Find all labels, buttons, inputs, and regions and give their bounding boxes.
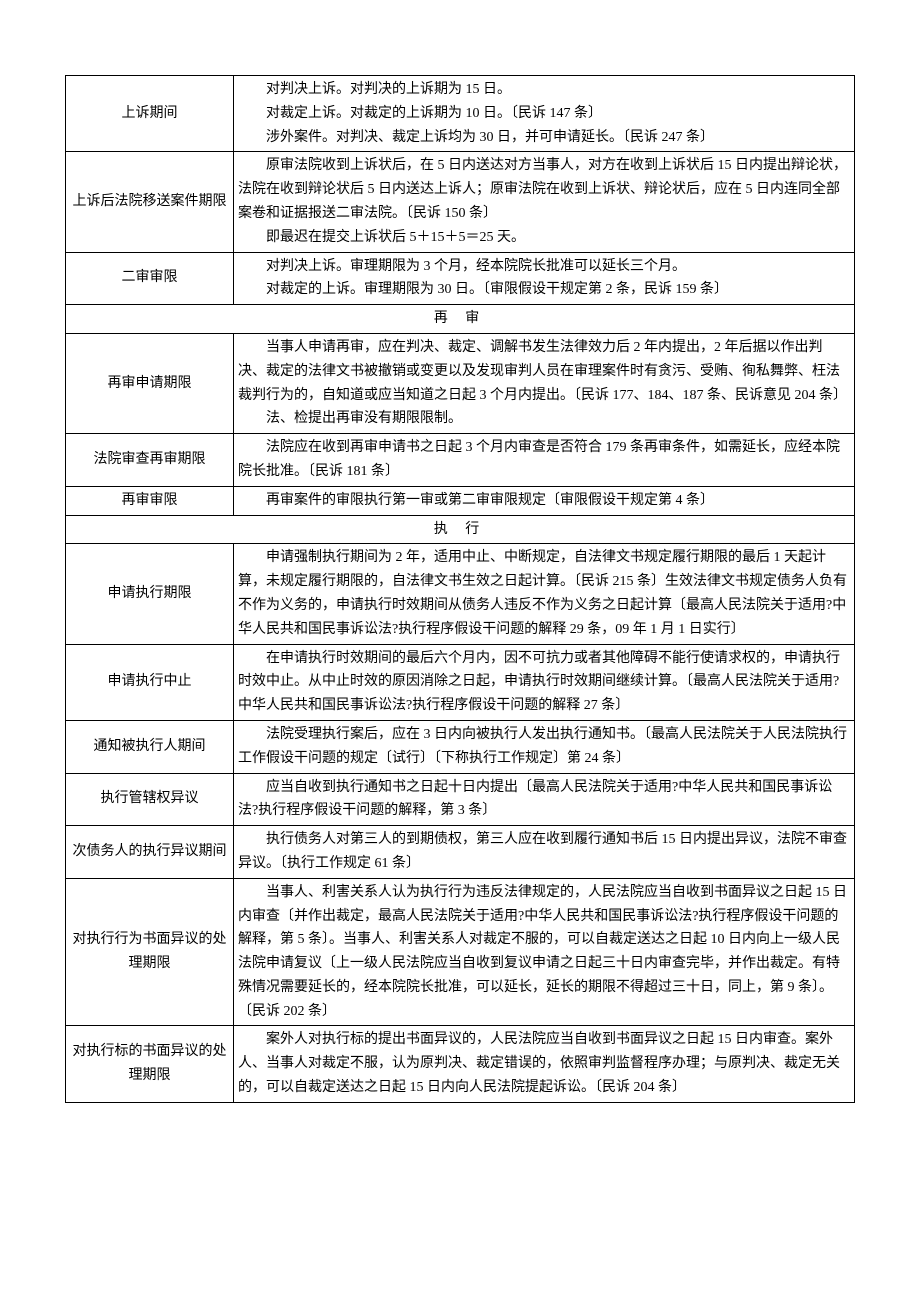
- row-label: 申请执行期限: [66, 544, 234, 644]
- content-paragraph: 应当自收到执行通知书之日起十日内提出〔最高人民法院关于适用?中华人民共和国民事诉…: [238, 776, 850, 824]
- row-label: 上诉后法院移送案件期限: [66, 152, 234, 252]
- table-row: 次债务人的执行异议期间执行债务人对第三人的到期债权，第三人应在收到履行通知书后 …: [66, 826, 855, 879]
- row-label: 上诉期间: [66, 76, 234, 152]
- table-row: 对执行行为书面异议的处理期限当事人、利害关系人认为执行行为违反法律规定的，人民法…: [66, 878, 855, 1026]
- table-row: 申请执行期限申请强制执行期间为 2 年，适用中止、中断规定，自法律文书规定履行期…: [66, 544, 855, 644]
- row-label: 法院审查再审期限: [66, 434, 234, 487]
- row-content: 在申请执行时效期间的最后六个月内，因不可抗力或者其他障碍不能行使请求权的，申请执…: [234, 644, 855, 720]
- row-content: 对判决上诉。对判决的上诉期为 15 日。对裁定上诉。对裁定的上诉期为 10 日。…: [234, 76, 855, 152]
- section-header-row: 执 行: [66, 515, 855, 544]
- content-paragraph: 申请强制执行期间为 2 年，适用中止、中断规定，自法律文书规定履行期限的最后 1…: [238, 546, 850, 641]
- table-row: 再审申请期限当事人申请再审，应在判决、裁定、调解书发生法律效力后 2 年内提出，…: [66, 333, 855, 433]
- row-label: 通知被执行人期间: [66, 720, 234, 773]
- content-paragraph: 在申请执行时效期间的最后六个月内，因不可抗力或者其他障碍不能行使请求权的，申请执…: [238, 647, 850, 718]
- row-content: 案外人对执行标的提出书面异议的，人民法院应当自收到书面异议之日起 15 日内审查…: [234, 1026, 855, 1102]
- content-paragraph: 当事人、利害关系人认为执行行为违反法律规定的，人民法院应当自收到书面异议之日起 …: [238, 881, 850, 1024]
- row-content: 执行债务人对第三人的到期债权，第三人应在收到履行通知书后 15 日内提出异议，法…: [234, 826, 855, 879]
- content-paragraph: 对判决上诉。审理期限为 3 个月，经本院院长批准可以延长三个月。: [238, 255, 850, 279]
- row-label: 执行管辖权异议: [66, 773, 234, 826]
- table-row: 通知被执行人期间法院受理执行案后，应在 3 日内向被执行人发出执行通知书。〔最高…: [66, 720, 855, 773]
- table-row: 上诉后法院移送案件期限原审法院收到上诉状后，在 5 日内送达对方当事人，对方在收…: [66, 152, 855, 252]
- content-paragraph: 对裁定的上诉。审理期限为 30 日。〔审限假设干规定第 2 条，民诉 159 条…: [238, 278, 850, 302]
- row-label: 再审审限: [66, 486, 234, 515]
- row-content: 原审法院收到上诉状后，在 5 日内送达对方当事人，对方在收到上诉状后 15 日内…: [234, 152, 855, 252]
- row-content: 应当自收到执行通知书之日起十日内提出〔最高人民法院关于适用?中华人民共和国民事诉…: [234, 773, 855, 826]
- row-label: 再审申请期限: [66, 333, 234, 433]
- content-paragraph: 原审法院收到上诉状后，在 5 日内送达对方当事人，对方在收到上诉状后 15 日内…: [238, 154, 850, 225]
- table-row: 申请执行中止在申请执行时效期间的最后六个月内，因不可抗力或者其他障碍不能行使请求…: [66, 644, 855, 720]
- content-paragraph: 法院应在收到再审申请书之日起 3 个月内审查是否符合 179 条再审条件，如需延…: [238, 436, 850, 484]
- row-label: 对执行标的书面异议的处理期限: [66, 1026, 234, 1102]
- section-header-row: 再 审: [66, 305, 855, 334]
- content-paragraph: 案外人对执行标的提出书面异议的，人民法院应当自收到书面异议之日起 15 日内审查…: [238, 1028, 850, 1099]
- table-row: 上诉期间对判决上诉。对判决的上诉期为 15 日。对裁定上诉。对裁定的上诉期为 1…: [66, 76, 855, 152]
- row-label: 申请执行中止: [66, 644, 234, 720]
- table-row: 执行管辖权异议应当自收到执行通知书之日起十日内提出〔最高人民法院关于适用?中华人…: [66, 773, 855, 826]
- row-content: 法院应在收到再审申请书之日起 3 个月内审查是否符合 179 条再审条件，如需延…: [234, 434, 855, 487]
- row-content: 申请强制执行期间为 2 年，适用中止、中断规定，自法律文书规定履行期限的最后 1…: [234, 544, 855, 644]
- content-paragraph: 对裁定上诉。对裁定的上诉期为 10 日。〔民诉 147 条〕: [238, 102, 850, 126]
- section-header: 执 行: [66, 515, 855, 544]
- content-paragraph: 法院受理执行案后，应在 3 日内向被执行人发出执行通知书。〔最高人民法院关于人民…: [238, 723, 850, 771]
- content-paragraph: 当事人申请再审，应在判决、裁定、调解书发生法律效力后 2 年内提出，2 年后据以…: [238, 336, 850, 407]
- row-content: 对判决上诉。审理期限为 3 个月，经本院院长批准可以延长三个月。对裁定的上诉。审…: [234, 252, 855, 305]
- table-row: 二审审限对判决上诉。审理期限为 3 个月，经本院院长批准可以延长三个月。对裁定的…: [66, 252, 855, 305]
- row-content: 当事人申请再审，应在判决、裁定、调解书发生法律效力后 2 年内提出，2 年后据以…: [234, 333, 855, 433]
- content-paragraph: 再审案件的审限执行第一审或第二审审限规定〔审限假设干规定第 4 条〕: [238, 489, 850, 513]
- content-paragraph: 法、检提出再审没有期限限制。: [238, 407, 850, 431]
- table-row: 对执行标的书面异议的处理期限案外人对执行标的提出书面异议的，人民法院应当自收到书…: [66, 1026, 855, 1102]
- row-label: 次债务人的执行异议期间: [66, 826, 234, 879]
- row-label: 二审审限: [66, 252, 234, 305]
- section-header: 再 审: [66, 305, 855, 334]
- row-content: 法院受理执行案后，应在 3 日内向被执行人发出执行通知书。〔最高人民法院关于人民…: [234, 720, 855, 773]
- legal-time-limits-table: 上诉期间对判决上诉。对判决的上诉期为 15 日。对裁定上诉。对裁定的上诉期为 1…: [65, 75, 855, 1103]
- content-paragraph: 涉外案件。对判决、裁定上诉均为 30 日，并可申请延长。〔民诉 247 条〕: [238, 126, 850, 150]
- table-row: 法院审查再审期限法院应在收到再审申请书之日起 3 个月内审查是否符合 179 条…: [66, 434, 855, 487]
- content-paragraph: 执行债务人对第三人的到期债权，第三人应在收到履行通知书后 15 日内提出异议，法…: [238, 828, 850, 876]
- row-content: 当事人、利害关系人认为执行行为违反法律规定的，人民法院应当自收到书面异议之日起 …: [234, 878, 855, 1026]
- content-paragraph: 对判决上诉。对判决的上诉期为 15 日。: [238, 78, 850, 102]
- row-content: 再审案件的审限执行第一审或第二审审限规定〔审限假设干规定第 4 条〕: [234, 486, 855, 515]
- content-paragraph: 即最迟在提交上诉状后 5＋15＋5＝25 天。: [238, 226, 850, 250]
- table-row: 再审审限再审案件的审限执行第一审或第二审审限规定〔审限假设干规定第 4 条〕: [66, 486, 855, 515]
- row-label: 对执行行为书面异议的处理期限: [66, 878, 234, 1026]
